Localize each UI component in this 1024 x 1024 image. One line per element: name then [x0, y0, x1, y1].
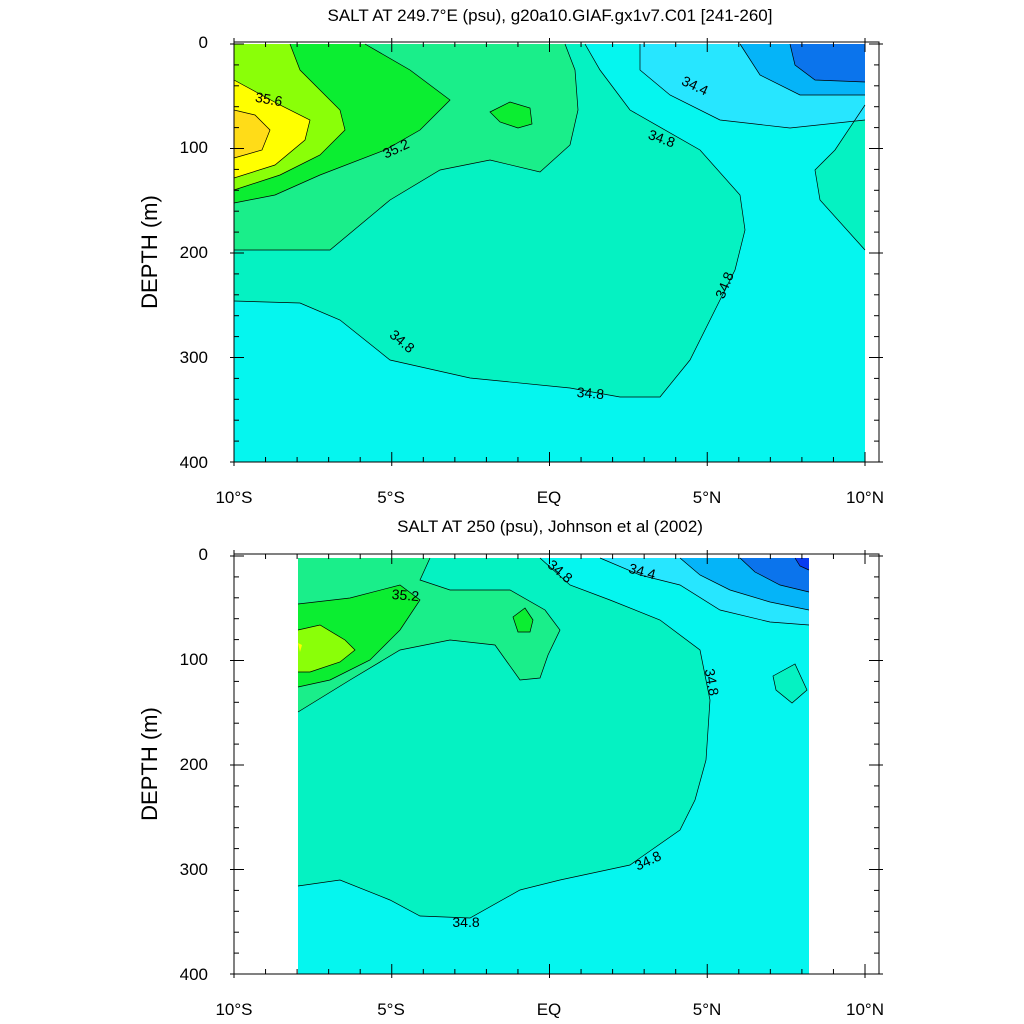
- plot-frame: [233, 553, 880, 975]
- axis-ticks: [230, 550, 883, 978]
- fill-35.2-blob: [490, 102, 532, 128]
- fill-35.6-sliver: [298, 643, 302, 652]
- x-tick-label: 10°S: [215, 1000, 252, 1019]
- fill-34.0: [740, 558, 809, 592]
- contour-label: 35.6: [254, 89, 284, 110]
- y-tick-label: 300: [180, 860, 208, 879]
- y-tick-label: 100: [180, 650, 208, 669]
- y-tick-label: 0: [199, 545, 208, 564]
- plot-frame: [233, 41, 880, 463]
- fill-35.2-blob: [513, 608, 533, 632]
- x-axis-labels: 10°S 5°S EQ 5°N 10°N: [215, 1000, 884, 1019]
- y-axis-labels: 0 100 200 300 400: [180, 545, 208, 984]
- x-tick-label: 5°N: [693, 1000, 722, 1019]
- x-tick-label: 5°S: [377, 488, 405, 507]
- fill-35.4: [298, 625, 355, 672]
- contour-label: 35.2: [391, 586, 420, 604]
- y-tick-label: 400: [180, 965, 208, 984]
- fill-35.6: [234, 80, 310, 178]
- panel-model: SALT AT 249.7°E (psu), g20a10.GIAF.gx1v7…: [137, 6, 884, 507]
- fill-34.8-right: [773, 664, 807, 703]
- x-tick-label: EQ: [537, 1000, 562, 1019]
- x-tick-label: 10°S: [215, 488, 252, 507]
- y-tick-label: 300: [180, 348, 208, 367]
- x-tick-label: EQ: [537, 488, 562, 507]
- x-axis-labels: 10°S 5°S EQ 5°N 10°N: [215, 488, 884, 507]
- y-axis-title: DEPTH (m): [137, 707, 162, 821]
- x-tick-label: 10°N: [846, 488, 884, 507]
- x-tick-label: 10°N: [846, 1000, 884, 1019]
- y-tick-label: 200: [180, 755, 208, 774]
- fill-33.8: [795, 558, 809, 570]
- y-axis-title: DEPTH (m): [137, 195, 162, 309]
- x-tick-label: 5°S: [377, 1000, 405, 1019]
- y-tick-label: 200: [180, 243, 208, 262]
- contour-lines: [297, 557, 810, 919]
- fill-35.8: [234, 110, 270, 158]
- contour-label: 34.8: [702, 667, 723, 697]
- y-tick-label: 400: [180, 453, 208, 472]
- fill-34.8-right: [815, 105, 865, 250]
- contour-fills: [298, 558, 809, 974]
- fill-34.0: [790, 44, 865, 82]
- contour-label: 34.8: [452, 914, 479, 930]
- y-axis-labels: 0 100 200 300 400: [180, 33, 208, 472]
- contour-fills: [234, 44, 865, 462]
- y-tick-label: 100: [180, 138, 208, 157]
- contour-lines: [233, 43, 866, 398]
- panel-title: SALT AT 249.7°E (psu), g20a10.GIAF.gx1v7…: [328, 6, 773, 25]
- contour-labels: 35.6 35.2 34.4 34.8 34.8 34.8 34.8: [254, 72, 737, 402]
- y-tick-label: 0: [199, 33, 208, 52]
- axis-ticks: [230, 38, 883, 466]
- panel-title: SALT AT 250 (psu), Johnson et al (2002): [397, 517, 703, 536]
- contour-label: 34.8: [576, 384, 605, 402]
- panel-observations: SALT AT 250 (psu), Johnson et al (2002): [137, 517, 884, 1019]
- contour-label: 34.4: [627, 560, 658, 583]
- x-tick-label: 5°N: [693, 488, 722, 507]
